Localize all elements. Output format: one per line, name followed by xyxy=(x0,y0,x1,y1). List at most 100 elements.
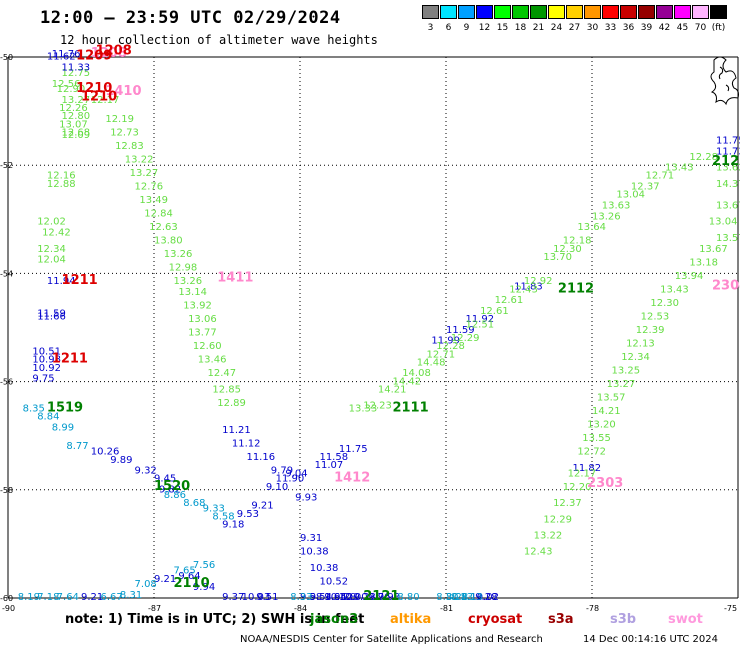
legend-swatch xyxy=(440,5,457,19)
wave-height-value: 13.04 xyxy=(616,190,645,201)
wave-height-value: 13.22 xyxy=(125,154,154,165)
wave-height-value: 12.37 xyxy=(631,182,660,193)
wave-height-value: 12.56 xyxy=(52,79,81,90)
wave-height-value: 12.51 xyxy=(465,320,494,331)
wave-height-value: 9.51 xyxy=(256,592,278,603)
page-subtitle: 12 hour collection of altimeter wave hei… xyxy=(60,33,378,47)
wave-height-value: 10.03 xyxy=(242,592,271,603)
page-title: 12:00 — 23:59 UTC 02/29/2024 xyxy=(40,8,341,28)
wave-height-value: 10.38 xyxy=(310,563,339,574)
wave-height-value: 12.98 xyxy=(169,263,198,274)
pass-time-label: 2121 xyxy=(363,589,399,604)
wave-height-value: 11.62 xyxy=(47,52,76,63)
wave-height-value: 10.52 xyxy=(319,576,348,587)
wave-height-value: 12.02 xyxy=(37,217,66,228)
wave-height-value: 11.21 xyxy=(222,425,251,436)
wave-height-value: 13.07 xyxy=(59,119,88,130)
wave-height-value: 12.43 xyxy=(509,284,538,295)
wave-height-value: 12.68 xyxy=(62,127,91,138)
wave-height-value: 13.57 xyxy=(597,393,626,404)
pass-time-label: 1410 xyxy=(105,84,141,99)
wave-height-value: 9.21 xyxy=(154,574,176,585)
wave-height-value: 12.47 xyxy=(208,368,237,379)
pass-time-label: 2303 xyxy=(587,476,623,491)
wave-height-value: 12.28 xyxy=(689,152,718,163)
wave-height-value: 13.67 xyxy=(716,200,740,211)
wave-height-value: 13.63 xyxy=(602,200,631,211)
wave-height-value: 13.22 xyxy=(534,530,563,541)
wave-height-value: 9.32 xyxy=(135,466,157,477)
legend-swatch xyxy=(692,5,709,19)
wave-height-value: 9.64 xyxy=(178,571,200,582)
wave-height-value: 11.75 xyxy=(716,136,740,147)
wave-height-value: 8.30 xyxy=(436,592,458,603)
lat-tick-label: -50 xyxy=(0,53,13,62)
wave-height-value: 12.39 xyxy=(636,325,665,336)
wave-height-value: 13.06 xyxy=(188,314,217,325)
wave-height-value: 11.75 xyxy=(339,444,368,455)
wave-height-value: 10.02 xyxy=(470,592,499,603)
wave-height-value: 13.27 xyxy=(130,168,159,179)
legend-label: 9 xyxy=(463,23,470,33)
legend-swatch xyxy=(638,5,655,19)
wave-height-value: 9.93 xyxy=(295,493,317,504)
legend-swatch xyxy=(566,5,583,19)
wave-height-value: 12.17 xyxy=(568,468,597,479)
wave-height-value: 9.54 xyxy=(310,592,332,603)
wave-height-value: 12.85 xyxy=(212,384,241,395)
legend-label: 42 xyxy=(658,23,671,33)
pass-time-label: 1211 xyxy=(52,352,88,367)
wave-height-value: 9.28 xyxy=(354,592,376,603)
pass-time-label: 1520 xyxy=(154,479,190,494)
lat-tick-label: -60 xyxy=(0,594,13,603)
wave-height-value: 13.70 xyxy=(543,252,572,263)
wave-height-value: 12.30 xyxy=(553,244,582,255)
wave-height-value: 8.68 xyxy=(183,498,205,509)
lat-tick-label: -54 xyxy=(0,269,13,278)
wave-height-value: 12.23 xyxy=(363,401,392,412)
wave-height-value: 13.26 xyxy=(173,276,202,287)
lat-tick-label: -58 xyxy=(0,486,13,495)
wave-height-value: 12.88 xyxy=(47,179,76,190)
wave-height-value: 11.66 xyxy=(37,311,66,322)
pass-time-label: 2111 xyxy=(392,400,428,415)
wave-height-value: 13.04 xyxy=(709,217,738,228)
wave-height-value: 9.04 xyxy=(285,468,307,479)
pass-time-label: 1209 xyxy=(76,49,112,64)
wave-height-value: 12.34 xyxy=(37,244,66,255)
wave-height-value: 9.21 xyxy=(81,592,103,603)
wave-height-value: 9.37 xyxy=(222,592,244,603)
wave-height-value: 9.28 xyxy=(475,592,497,603)
wave-height-value: 13.80 xyxy=(154,236,183,247)
wave-height-value: 13.25 xyxy=(611,365,640,376)
wave-height-value: 13.67 xyxy=(699,244,728,255)
wave-height-value: 8.35 xyxy=(23,403,45,414)
pass-time-label: 1210 xyxy=(81,89,117,104)
wave-height-value: 6.67 xyxy=(100,592,122,603)
wave-height-value: 7.64 xyxy=(57,592,79,603)
wave-height-value: 11.90 xyxy=(276,474,305,485)
wave-height-value: 7.56 xyxy=(193,560,215,571)
wave-height-value: 13.62 xyxy=(716,163,740,174)
wave-height-value: 12.76 xyxy=(135,182,164,193)
wave-height-value: 13.57 xyxy=(716,233,740,244)
wave-height-value: 12.16 xyxy=(47,171,76,182)
wave-height-value: 13.26 xyxy=(592,211,621,222)
wave-height-value: 7.08 xyxy=(135,579,157,590)
wave-height-value: 8.28 xyxy=(446,592,468,603)
legend-label: 6 xyxy=(445,23,452,33)
lon-tick-label: -81 xyxy=(440,604,453,613)
legend-label: 15 xyxy=(496,23,509,33)
wave-height-value: 9.75 xyxy=(32,374,54,385)
legend-label: 45 xyxy=(676,23,689,33)
legend-label: 3 xyxy=(427,23,434,33)
wave-height-value: 8.86 xyxy=(164,490,186,501)
pass-time-label: 1519 xyxy=(47,400,83,415)
lon-tick-label: -84 xyxy=(294,604,307,613)
wave-height-value: 9.18 xyxy=(222,520,244,531)
wave-height-value: 13.64 xyxy=(577,222,606,233)
wave-height-value: 13.27 xyxy=(607,379,636,390)
mission-jason3: jason3 xyxy=(310,612,359,627)
legend-label: 18 xyxy=(514,23,527,33)
